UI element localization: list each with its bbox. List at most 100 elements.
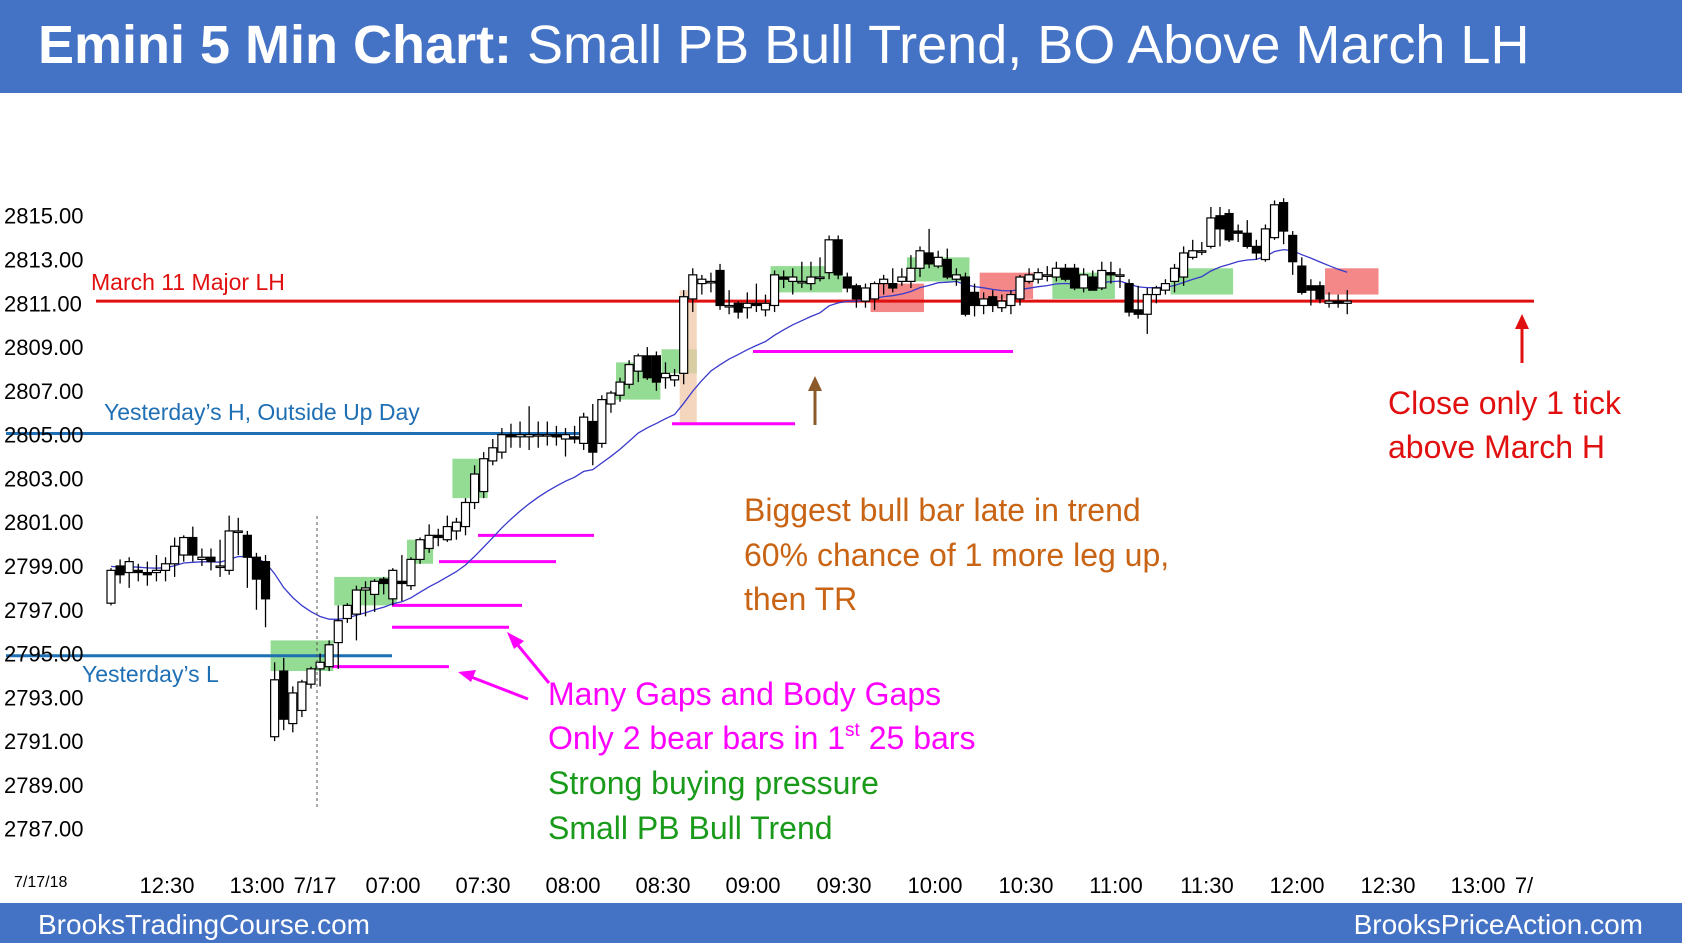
bull-candle	[933, 256, 943, 267]
bull-candle	[951, 274, 961, 280]
title-rest: Small PB Bull Trend, BO Above March LH	[512, 15, 1530, 75]
x-tick-label: 09:00	[725, 873, 780, 898]
bull-candle	[351, 589, 362, 615]
bear-candle	[751, 302, 761, 307]
bull-candle	[124, 561, 134, 574]
y-tick-label: 2793.00	[4, 685, 84, 710]
bear-candle	[988, 296, 998, 307]
x-tick-label: 11:00	[1089, 873, 1142, 898]
bear-candle	[588, 420, 598, 453]
bear-candle	[1133, 309, 1143, 315]
bull-candle	[660, 372, 671, 379]
bull-candle	[560, 434, 571, 440]
bull-candle	[1006, 293, 1016, 307]
footer-right-link[interactable]: BrooksPriceAction.com	[1353, 909, 1643, 940]
bull-candle	[906, 267, 916, 283]
bull-candle	[324, 644, 334, 668]
x-tick-label: 11:30	[1180, 873, 1233, 898]
page-title: Emini 5 Min Chart: Small PB Bull Trend, …	[38, 14, 1529, 76]
bear-candle	[651, 355, 662, 383]
bull-candle	[1097, 269, 1107, 289]
bull-candle	[706, 280, 716, 284]
bull-candle	[515, 434, 525, 438]
bull-candle	[1188, 250, 1198, 258]
bull-candle	[297, 681, 307, 712]
y-tick-label: 2813.00	[4, 248, 84, 273]
bull-bar-note-2: 60% chance of 1 more leg up,	[744, 537, 1169, 573]
y-tick-label: 2807.00	[4, 379, 84, 404]
x-tick-label: 10:30	[998, 873, 1053, 898]
bear-candle	[251, 556, 262, 580]
pressure-note-1: Strong buying pressure	[548, 765, 879, 801]
bear-candle	[942, 258, 952, 278]
bull-candle	[797, 280, 807, 284]
x-tick-label: 7/17	[294, 873, 337, 898]
bull-candle	[769, 274, 780, 307]
bull-candle	[860, 287, 871, 302]
bull-candle	[997, 300, 1007, 309]
bull-candle	[224, 530, 234, 571]
bull-candle	[1051, 267, 1061, 278]
x-tick-label: 12:00	[1269, 873, 1324, 898]
y-tick-label: 2799.00	[4, 554, 84, 579]
bull-candle	[288, 692, 298, 725]
bull-candle	[1269, 204, 1280, 239]
y-tick-label: 2803.00	[4, 466, 84, 491]
bear-candle	[242, 534, 252, 558]
bull-candle	[869, 282, 880, 300]
bull-candle	[442, 525, 452, 541]
gaps-note-2a: Only 2 bear bars in 1	[548, 720, 845, 756]
bull-candle	[815, 276, 825, 280]
x-tick-label: 7/	[1515, 873, 1534, 898]
bear-candle	[115, 565, 125, 576]
bull-candle	[697, 278, 707, 285]
bear-candle	[551, 434, 562, 438]
bear-candle	[1242, 232, 1252, 247]
bull-candle	[406, 558, 416, 587]
bull-candle	[688, 274, 698, 300]
bull-candle	[315, 661, 325, 670]
footer-left-link[interactable]: BrooksTradingCourse.com	[38, 909, 370, 940]
bull-candle	[388, 569, 398, 600]
y-tick-label: 2805.00	[4, 423, 84, 448]
x-tick-label: 08:00	[545, 873, 600, 898]
bear-candle	[1224, 212, 1234, 241]
bull-candle	[360, 587, 371, 591]
pressure-note-2: Small PB Bull Trend	[548, 810, 833, 846]
bull-candle	[160, 563, 171, 571]
bull-candle	[424, 534, 434, 550]
bull-candle	[524, 434, 534, 438]
bear-candle	[506, 434, 516, 438]
bull-candle	[1179, 252, 1189, 278]
bear-candle	[960, 276, 971, 315]
bull-candle	[1160, 282, 1171, 291]
bull-candle	[1342, 300, 1352, 304]
footer-bar: BrooksTradingCourse.com BrooksPriceActio…	[0, 903, 1682, 943]
x-tick-label: 09:30	[816, 873, 871, 898]
y-tick-label: 2809.00	[4, 335, 84, 360]
bull-candle	[233, 530, 243, 534]
brown-arrowhead	[808, 376, 822, 391]
bear-candle	[1288, 234, 1298, 263]
bull-candle	[460, 501, 471, 528]
bull-candle	[415, 539, 425, 561]
bull-candle	[1115, 274, 1125, 277]
gaps-note-2: Only 2 bear bars in 1st 25 bars	[548, 720, 975, 756]
bull-candle	[606, 392, 616, 405]
bull-candle	[1042, 274, 1052, 277]
bear-candle	[715, 269, 725, 307]
bull-bar-note-3: then TR	[744, 581, 857, 617]
yesterday-high-label: Yesterday’s H, Outside Up Day	[104, 399, 420, 425]
magenta-arrowhead-1	[507, 632, 524, 649]
bear-candle	[1069, 267, 1080, 289]
bear-candle	[842, 276, 852, 289]
date-label: 7/17/18	[14, 874, 67, 891]
bull-candle	[979, 298, 989, 307]
bull-bar-note-1: Biggest bull bar late in trend	[744, 492, 1141, 528]
gap-lines	[332, 349, 1013, 669]
y-tick-label: 2811.00	[4, 291, 82, 316]
bull-candle	[1197, 250, 1207, 253]
bear-candle	[924, 252, 934, 265]
bear-candle	[279, 670, 289, 720]
close-note-2: above March H	[1388, 429, 1605, 465]
